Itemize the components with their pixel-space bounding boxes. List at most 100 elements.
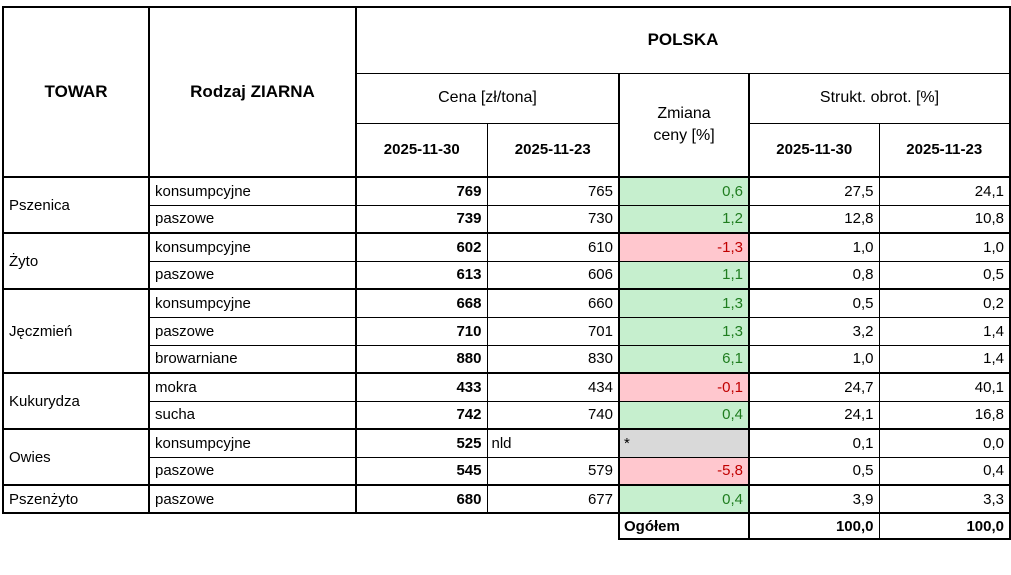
rodzaj-cell: konsumpcyjne <box>148 288 357 318</box>
row-jeczmien-browarniane: browarniane 880 830 6,1 1,0 1,4 <box>3 344 1011 374</box>
share-previous-cell: 0,2 <box>878 288 1011 318</box>
rodzaj-cell: konsumpcyjne <box>148 232 357 262</box>
change-cell: -1,3 <box>618 232 750 262</box>
price-previous-cell: 830 <box>486 344 620 374</box>
price-previous-cell: 677 <box>486 484 620 514</box>
row-pszenzyto-paszowe: Pszenżyto paszowe 680 677 0,4 3,9 3,3 <box>2 484 1011 514</box>
share-previous-cell: 0,5 <box>878 260 1011 290</box>
price-current-cell: 613 <box>355 260 488 290</box>
change-cell: 0,4 <box>618 400 750 430</box>
price-previous-cell: 610 <box>486 232 620 262</box>
row-kukurydza-sucha: sucha 742 740 0,4 24,1 16,8 <box>3 400 1011 430</box>
rodzaj-cell: paszowe <box>148 260 357 290</box>
rodzaj-cell: paszowe <box>148 484 357 514</box>
rodzaj-cell: konsumpcyjne <box>148 176 357 206</box>
share-previous-cell: 1,4 <box>878 316 1011 346</box>
price-current-cell: 769 <box>355 176 488 206</box>
share-current-cell: 24,7 <box>748 372 880 402</box>
share-previous-cell: 16,8 <box>878 400 1011 430</box>
share-current-cell: 27,5 <box>748 176 880 206</box>
zmiana-label-line1: Zmiana <box>657 105 711 123</box>
share-current-cell: 0,5 <box>748 456 880 486</box>
price-current-cell: 710 <box>355 316 488 346</box>
price-current-cell: 739 <box>355 204 488 234</box>
share-previous-cell: 0,0 <box>878 428 1011 458</box>
col-group-strukt-obrot: Strukt. obrot. [%] <box>748 72 1011 124</box>
rodzaj-cell: paszowe <box>148 204 357 234</box>
change-cell: * <box>618 428 750 458</box>
share-current-cell: 1,0 <box>748 232 880 262</box>
rodzaj-cell: browarniane <box>148 344 357 374</box>
price-previous-cell: 434 <box>486 372 620 402</box>
row-kukurydza-mokra: Kukurydza mokra 433 434 -0,1 24,7 40,1 <box>2 372 1011 430</box>
share-current-cell: 1,0 <box>748 344 880 374</box>
row-pszenica-konsumpcyjne: Pszenica konsumpcyjne 769 765 0,6 27,5 2… <box>2 176 1011 234</box>
header-row-groups: Cena [zł/tona] Zmiana ceny [%] Strukt. o… <box>3 72 1011 178</box>
header-row-region: TOWAR Rodzaj ZIARNA POLSKA <box>2 6 1011 178</box>
share-current-cell: 3,2 <box>748 316 880 346</box>
price-current-cell: 680 <box>355 484 488 514</box>
price-previous-cell: nld <box>486 428 620 458</box>
header-row-dates: 2025-11-30 2025-11-23 2025-11-30 2025-11… <box>3 122 1011 178</box>
zmiana-label-line2: ceny [%] <box>653 126 715 144</box>
share-current-cell: 3,9 <box>748 484 880 514</box>
share-current-cell: 0,8 <box>748 260 880 290</box>
price-current-cell: 742 <box>355 400 488 430</box>
change-cell: -0,1 <box>618 372 750 402</box>
share-previous-cell: 0,4 <box>878 456 1011 486</box>
price-current-cell: 545 <box>355 456 488 486</box>
col-header-zmiana-ceny: Zmiana ceny [%] <box>618 72 750 178</box>
share-previous-cell: 40,1 <box>878 372 1011 402</box>
change-cell: 1,3 <box>618 316 750 346</box>
col-header-towar: TOWAR <box>2 6 150 178</box>
price-previous-cell: 579 <box>486 456 620 486</box>
row-zyto-konsumpcyjne: Żyto konsumpcyjne 602 610 -1,3 1,0 1,0 <box>2 232 1011 290</box>
row-pszenica-paszowe: paszowe 739 730 1,2 12,8 10,8 <box>3 204 1011 234</box>
row-jeczmien-paszowe: paszowe 710 701 1,3 3,2 1,4 <box>3 316 1011 346</box>
change-cell: 6,1 <box>618 344 750 374</box>
row-owies-paszowe: paszowe 545 579 -5,8 0,5 0,4 <box>3 456 1011 486</box>
price-previous-cell: 660 <box>486 288 620 318</box>
total-share-current-cell: 100,0 <box>748 512 880 540</box>
table-header: TOWAR Rodzaj ZIARNA POLSKA Cena [zł/tona… <box>2 6 1011 178</box>
share-previous-cell: 3,3 <box>878 484 1011 514</box>
region-header: POLSKA <box>355 6 1011 74</box>
change-cell: 1,2 <box>618 204 750 234</box>
rodzaj-cell: paszowe <box>148 456 357 486</box>
col-header-strukt-date-previous: 2025-11-23 <box>878 122 1011 178</box>
grain-price-table: TOWAR Rodzaj ZIARNA POLSKA Cena [zł/tona… <box>2 6 1011 540</box>
share-previous-cell: 10,8 <box>878 204 1011 234</box>
towar-cell: Żyto <box>2 232 150 290</box>
towar-cell: Pszenica <box>2 176 150 234</box>
price-current-cell: 668 <box>355 288 488 318</box>
total-label-cell: Ogółem <box>618 512 750 540</box>
rodzaj-cell: paszowe <box>148 316 357 346</box>
price-previous-cell: 740 <box>486 400 620 430</box>
change-cell: 1,1 <box>618 260 750 290</box>
col-header-cena-date-previous: 2025-11-23 <box>486 122 620 178</box>
towar-cell: Kukurydza <box>2 372 150 430</box>
share-previous-cell: 1,4 <box>878 344 1011 374</box>
price-current-cell: 880 <box>355 344 488 374</box>
price-current-cell: 433 <box>355 372 488 402</box>
change-cell: 0,6 <box>618 176 750 206</box>
total-row: Ogółem 100,0 100,0 <box>3 512 1011 540</box>
rodzaj-cell: sucha <box>148 400 357 430</box>
towar-cell: Owies <box>2 428 150 486</box>
price-previous-cell: 701 <box>486 316 620 346</box>
share-current-cell: 12,8 <box>748 204 880 234</box>
share-previous-cell: 1,0 <box>878 232 1011 262</box>
price-previous-cell: 730 <box>486 204 620 234</box>
col-header-cena-date-current: 2025-11-30 <box>355 122 488 178</box>
share-current-cell: 0,5 <box>748 288 880 318</box>
share-current-cell: 0,1 <box>748 428 880 458</box>
price-previous-cell: 606 <box>486 260 620 290</box>
col-header-strukt-date-current: 2025-11-30 <box>748 122 880 178</box>
empty-area <box>3 513 619 539</box>
change-cell: -5,8 <box>618 456 750 486</box>
share-current-cell: 24,1 <box>748 400 880 430</box>
row-jeczmien-konsumpcyjne: Jęczmień konsumpcyjne 668 660 1,3 0,5 0,… <box>2 288 1011 374</box>
share-previous-cell: 24,1 <box>878 176 1011 206</box>
change-cell: 1,3 <box>618 288 750 318</box>
towar-cell: Jęczmień <box>2 288 150 374</box>
